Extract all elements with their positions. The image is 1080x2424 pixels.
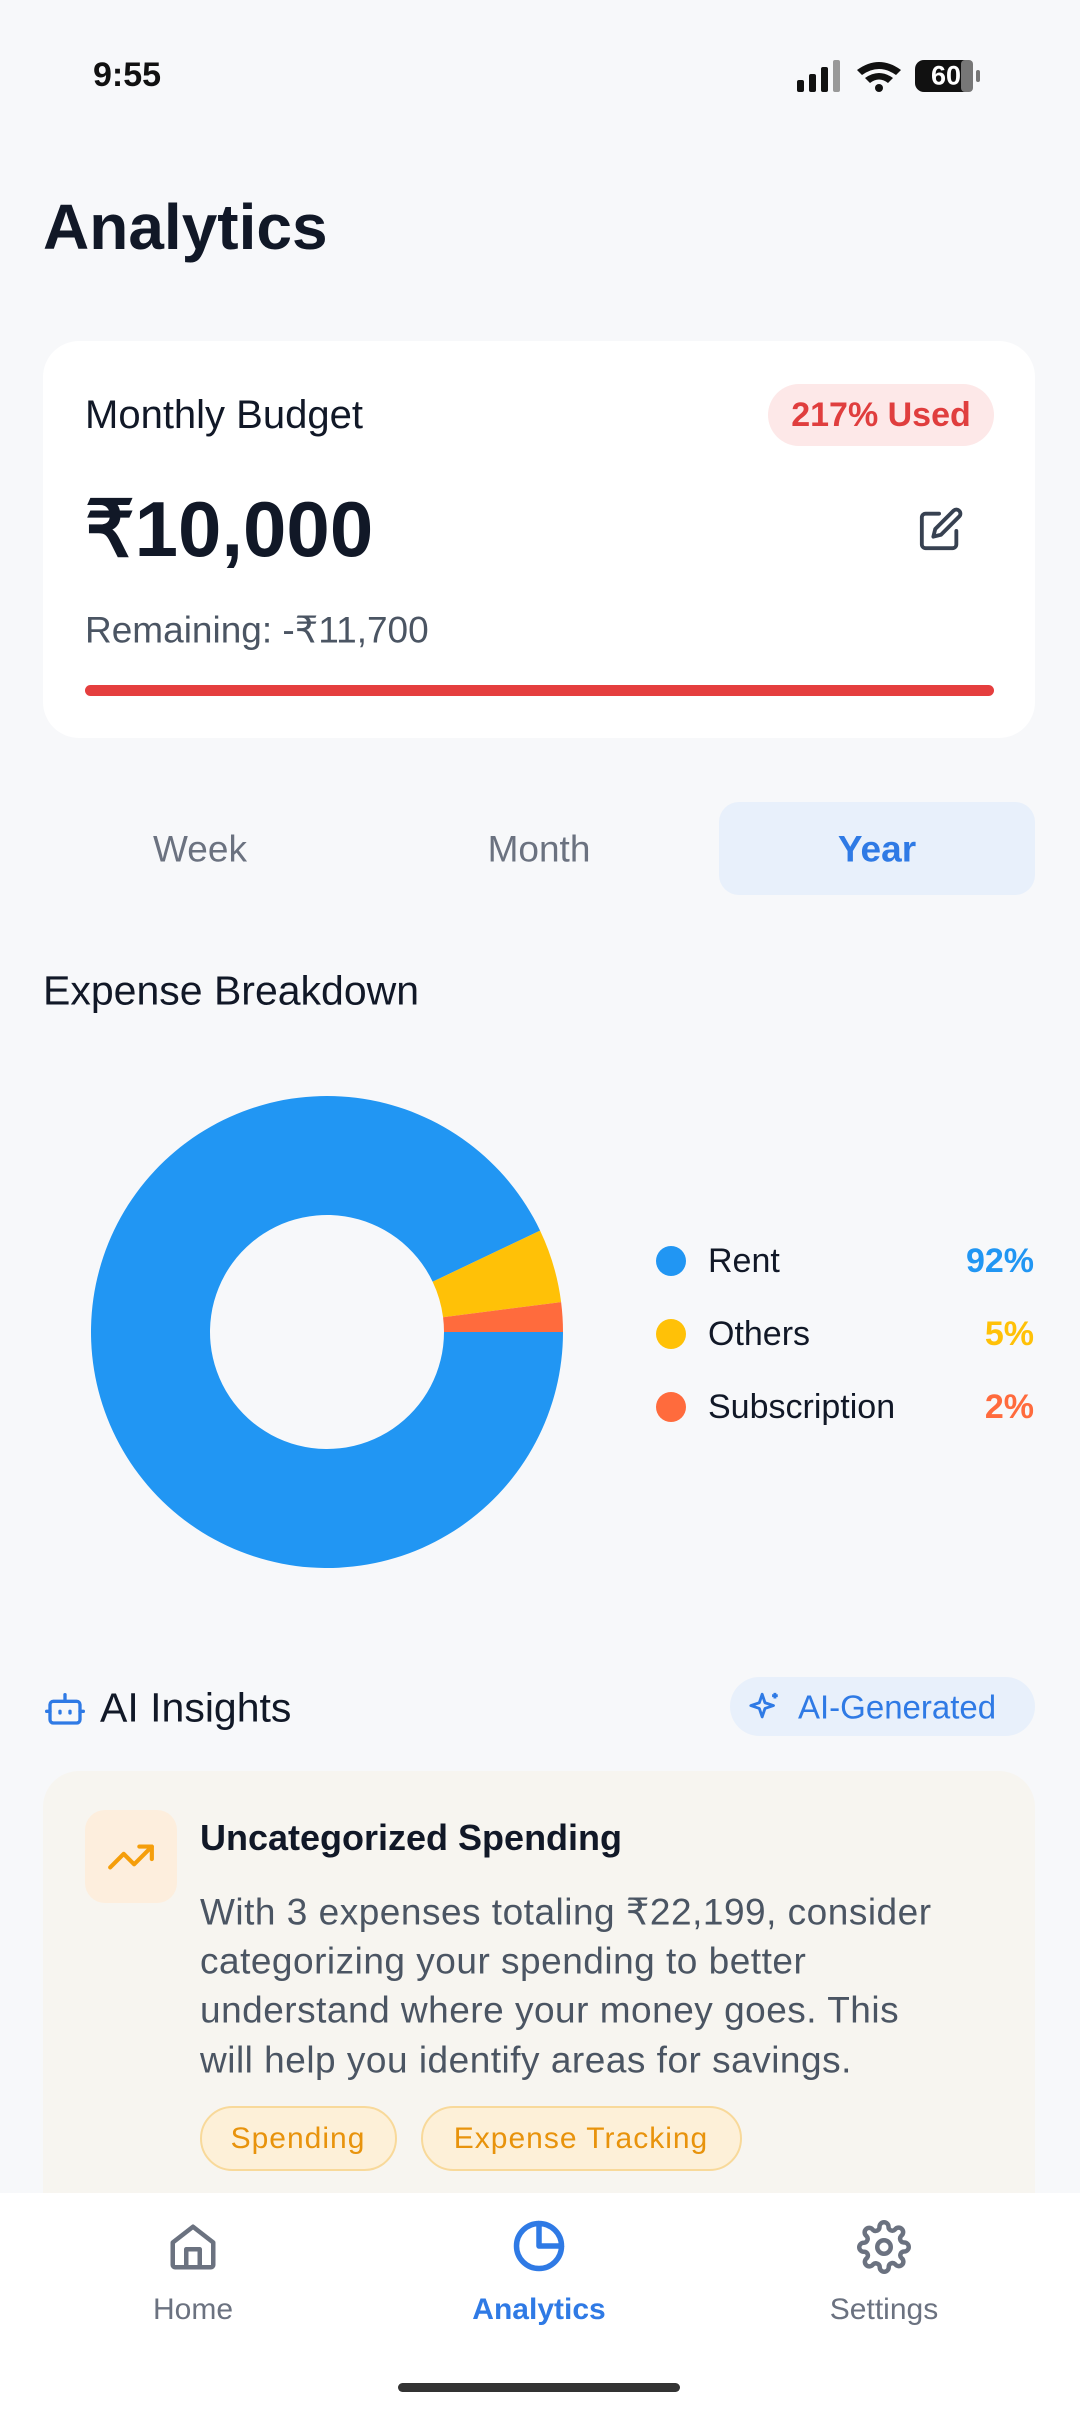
chart-title: Expense Breakdown — [43, 967, 420, 1014]
donut-slice — [432, 1230, 562, 1318]
tab[interactable]: Week — [153, 828, 247, 870]
status-icons — [797, 60, 980, 92]
tag[interactable]: Expense Tracking — [453, 2122, 709, 2155]
donut-slice — [443, 1302, 563, 1332]
budget-badge-bg — [768, 384, 994, 446]
ai-badge: AI-Generated — [798, 1688, 997, 1726]
legend-value: 5% — [985, 1315, 1034, 1353]
nav-label[interactable]: Settings — [829, 2293, 939, 2326]
active-tab-bg — [719, 802, 1035, 895]
page-title: Analytics — [43, 191, 328, 263]
budget-progress — [85, 685, 994, 696]
legend-label: Subscription — [708, 1388, 895, 1426]
donut-chart: Rent 92% Others 5% Subscription 2% — [91, 1096, 1034, 1569]
legend-value: 2% — [985, 1388, 1034, 1426]
insight-text: will help you identify areas for savings… — [200, 2039, 852, 2081]
tag-bg — [421, 2106, 742, 2171]
insight-text: understand where your money goes. This — [200, 1989, 900, 2031]
edit-icon[interactable] — [918, 506, 964, 552]
settings-icon[interactable] — [857, 2220, 911, 2274]
insight-text: With 3 expenses totaling ₹22,199, consid… — [200, 1891, 932, 1933]
budget-amount: ₹10,000 — [85, 485, 374, 573]
insight-text: categorizing your spending to better — [200, 1940, 807, 1982]
budget-label: Monthly Budget — [85, 393, 363, 437]
tag-bg — [200, 2106, 397, 2171]
legend-value: 92% — [966, 1242, 1034, 1280]
insight-icon-bg — [85, 1810, 177, 1903]
tag[interactable]: Spending — [230, 2122, 366, 2155]
budget-remaining: Remaining: -₹11,700 — [85, 609, 429, 651]
nav-label[interactable]: Home — [152, 2293, 234, 2326]
home-indicator — [398, 2383, 680, 2392]
budget-badge: 217% Used — [791, 396, 971, 434]
donut-slice — [91, 1096, 564, 1569]
trend-icon — [108, 1844, 154, 1870]
tab-active[interactable]: Year — [837, 828, 917, 870]
legend-dot — [656, 1246, 686, 1276]
insight-title: Uncategorized Spending — [200, 1817, 623, 1858]
legend-dot — [656, 1319, 686, 1349]
home-icon[interactable] — [166, 2220, 220, 2274]
battery-level: 60 — [930, 60, 962, 91]
legend-dot — [656, 1392, 686, 1422]
tab[interactable]: Month — [487, 828, 591, 870]
insight-card — [43, 1771, 1035, 2271]
analytics-icon[interactable] — [509, 2216, 569, 2276]
insights-title: AI Insights — [100, 1684, 292, 1731]
nav-label-active[interactable]: Analytics — [472, 2293, 606, 2326]
ai-badge-bg — [730, 1677, 1035, 1736]
robot-icon — [45, 1693, 85, 1725]
sparkle-icon — [749, 1692, 778, 1719]
legend-label: Rent — [708, 1242, 780, 1280]
status-time: 9:55 — [93, 56, 162, 94]
legend-label: Others — [708, 1315, 810, 1353]
